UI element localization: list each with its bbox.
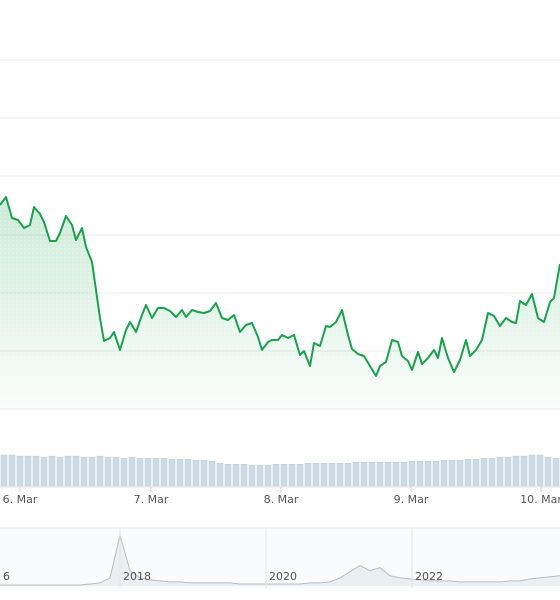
volume-bar <box>504 456 512 487</box>
volume-bar <box>24 455 32 487</box>
volume-bar <box>400 462 408 487</box>
volume-bar <box>280 464 288 487</box>
volume-bar <box>16 455 24 487</box>
volume-bar <box>304 463 312 487</box>
volume-bar <box>464 458 472 487</box>
volume-bar <box>480 457 488 487</box>
area-dots <box>0 197 560 409</box>
volume-bar <box>328 463 336 487</box>
volume-bar <box>376 462 384 487</box>
volume-bar <box>432 461 440 487</box>
volume-bar <box>48 455 56 487</box>
volume-bar <box>416 461 424 487</box>
volume-bar <box>272 464 280 487</box>
volume-bar <box>184 458 192 487</box>
volume-bar <box>512 455 520 487</box>
volume-bar <box>32 455 40 487</box>
x-tick-label: 8. Mar <box>264 493 299 506</box>
volume-bar <box>384 462 392 487</box>
volume-bar <box>176 458 184 487</box>
volume-bar <box>448 459 456 487</box>
volume-bar <box>544 456 552 487</box>
volume-bar <box>424 461 432 487</box>
navigator-label: 6 <box>3 570 10 583</box>
navigator-bg <box>0 528 560 588</box>
volume-bar <box>144 457 152 487</box>
volume-bar <box>472 458 480 487</box>
volume-bar <box>136 457 144 487</box>
volume-bar <box>80 456 88 487</box>
price-line <box>0 196 560 377</box>
volume-bar <box>208 461 216 487</box>
x-tick-label: 9. Mar <box>394 493 429 506</box>
volume-bar <box>152 457 160 487</box>
volume-bar <box>528 454 536 487</box>
volume-bar <box>368 462 376 487</box>
volume-bar <box>224 464 232 487</box>
volume-bar <box>192 459 200 487</box>
volume-bar <box>8 454 16 487</box>
volume-bar <box>288 464 296 487</box>
navigator-label: 2018 <box>123 570 151 583</box>
volume-bar <box>440 459 448 487</box>
volume-bar <box>320 463 328 487</box>
volume-bar <box>112 456 120 487</box>
volume-bar <box>96 455 104 487</box>
volume-bar <box>344 463 352 487</box>
volume-bar <box>496 456 504 487</box>
volume-bar <box>312 463 320 487</box>
volume-bar <box>72 455 80 487</box>
volume-bar <box>456 459 464 487</box>
x-tick-label: 7. Mar <box>134 493 169 506</box>
volume-bar <box>160 457 168 487</box>
volume-bar <box>240 464 248 487</box>
navigator-label: 2022 <box>415 570 443 583</box>
volume-bar <box>88 456 96 487</box>
navigator-label: 2020 <box>269 570 297 583</box>
volume-bar <box>128 456 136 487</box>
volume-bar <box>120 457 128 487</box>
volume-bar <box>392 462 400 487</box>
volume-bar <box>336 463 344 487</box>
volume-bar <box>296 464 304 487</box>
volume-bar <box>248 465 256 487</box>
volume-bar <box>104 456 112 487</box>
volume-bar <box>200 459 208 487</box>
volume-bar <box>40 456 48 487</box>
volume-bar <box>264 465 272 487</box>
volume-bar <box>536 454 544 487</box>
navigator-line <box>0 534 560 586</box>
volume-bar <box>552 457 560 487</box>
volume-bar <box>64 455 72 487</box>
volume-bar <box>232 464 240 487</box>
volume-bar <box>352 462 360 487</box>
volume-bar <box>408 461 416 487</box>
volume-bar <box>360 462 368 487</box>
volume-bar <box>0 454 8 487</box>
volume-bar <box>216 463 224 487</box>
x-tick-label: 10. Mar <box>520 493 560 506</box>
volume-bar <box>488 457 496 487</box>
volume-bar <box>56 456 64 487</box>
x-tick-label: 6. Mar <box>3 493 38 506</box>
volume-bar <box>256 465 264 487</box>
volume-bar <box>520 455 528 487</box>
volume-bar <box>168 458 176 487</box>
